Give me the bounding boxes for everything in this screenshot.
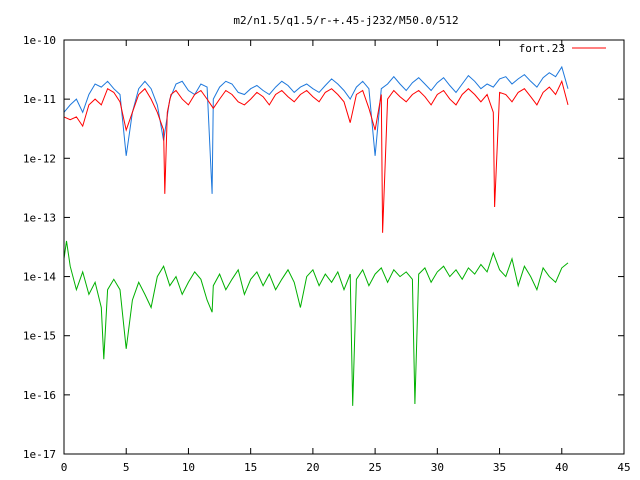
y-tick-label: 1e-14	[23, 271, 56, 284]
series-layer	[63, 65, 569, 406]
x-tick-label: 0	[61, 461, 68, 474]
x-tick-label: 45	[617, 461, 630, 474]
series-line-2	[63, 240, 569, 406]
series-line-1	[63, 65, 569, 194]
x-tick-label: 40	[555, 461, 568, 474]
plot-frame	[63, 39, 625, 455]
y-tick-label: 1e-11	[23, 93, 56, 106]
x-tick-label: 30	[431, 461, 444, 474]
y-tick-label: 1e-17	[23, 448, 56, 461]
ticks-layer: 0 5 10 15 20 25 30 35 40 45 1e-17 1e-16 1e-15 1e-14 1e…	[23, 34, 631, 474]
y-tick-label: 1e-13	[23, 211, 56, 224]
x-tick-label: 20	[306, 461, 319, 474]
x-tick-label: 15	[244, 461, 257, 474]
x-tick-label: 35	[493, 461, 506, 474]
x-tick-label: 25	[368, 461, 381, 474]
y-tick-label: 1e-16	[23, 389, 56, 402]
x-tick-label: 5	[123, 461, 130, 474]
series-line-0	[63, 79, 569, 233]
x-tick-label: 10	[182, 461, 195, 474]
legend-label: fort.23	[519, 42, 565, 55]
y-tick-label: 1e-10	[23, 34, 56, 47]
legend: fort.23	[519, 42, 606, 55]
chart-title: m2/n1.5/q1.5/r-+.45-j232/M50.0/512	[233, 14, 458, 27]
y-tick-label: 1e-12	[23, 152, 56, 165]
y-tick-label: 1e-15	[23, 330, 56, 343]
